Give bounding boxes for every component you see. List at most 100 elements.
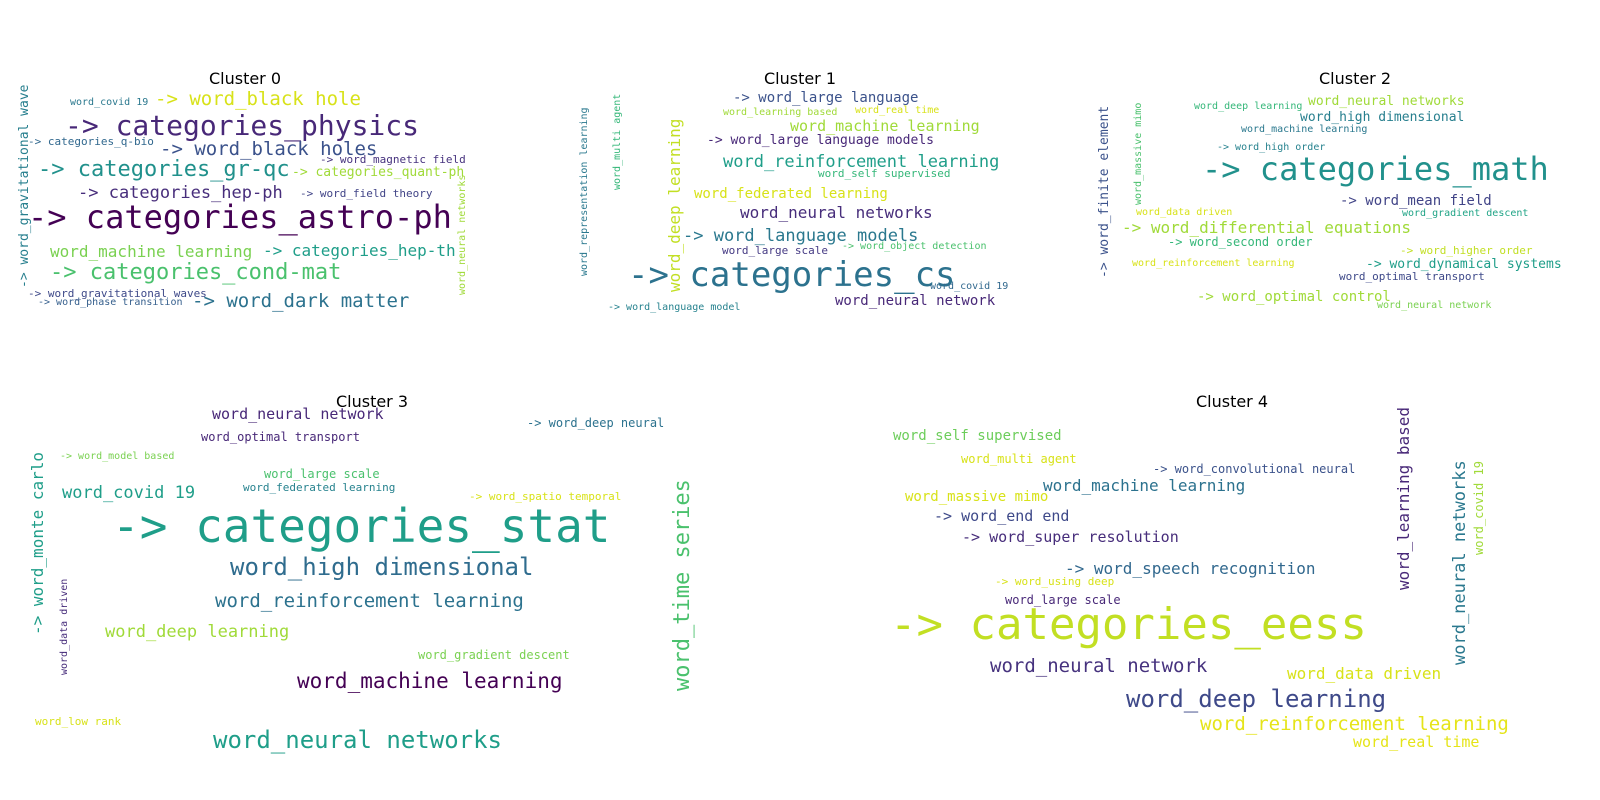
word-cloud-term: -> categories_stat (112, 499, 611, 553)
word-cloud-term: -> word_dark matter (192, 290, 410, 312)
word-cloud-term: word_neural networks (213, 726, 502, 754)
word-cloud-term: word_learning based (1394, 406, 1413, 590)
word-cloud-term: word_self supervised (893, 428, 1062, 444)
word-cloud-term: word_deep learning (665, 118, 684, 292)
word-cloud-term: word_data driven (1136, 207, 1233, 218)
cluster-panel-3: Cluster 3 word_neural network word_optima… (0, 385, 760, 785)
word-cloud-term: -> word_model based (60, 451, 175, 462)
word-cloud-term: word_low rank (35, 715, 122, 728)
word-cloud-term: word_massive mimo (905, 489, 1049, 505)
word-cloud-term: word_covid 19 (70, 97, 149, 108)
word-cloud-term: word_learning based (723, 107, 838, 118)
word-cloud-term: -> categories_math (1202, 150, 1549, 188)
word-cloud: -> word_large language word_learning base… (560, 60, 1060, 320)
word-cloud-term: word_real time (1353, 733, 1480, 751)
word-cloud-term: -> word_black holes (160, 138, 378, 160)
word-cloud-term: word_federated learning (694, 186, 888, 202)
word-cloud-term: -> word_using deep (995, 575, 1115, 588)
word-cloud-term: word_machine learning (1043, 476, 1246, 495)
word-cloud-term: -> word_large language models (707, 133, 934, 148)
word-cloud-term: word_large scale (264, 467, 380, 481)
word-cloud-term: -> word_black hole (155, 88, 361, 110)
cluster-title: Cluster 0 (208, 69, 282, 88)
word-cloud-term: word_reinforcement learning (215, 590, 524, 612)
word-cloud-term: word_data driven (59, 578, 70, 675)
word-cloud-term: word_deep learning (1194, 101, 1303, 112)
word-cloud-term: -> categories_astro-ph (28, 198, 452, 236)
word-cloud-term: word_multi agent (612, 93, 623, 190)
word-cloud-term: -> word_dynamical systems (1366, 257, 1562, 272)
word-cloud-term: word_neural networks (457, 174, 468, 295)
cluster-panel-4: Cluster 4 word_self supervised word_multi… (840, 385, 1600, 785)
word-cloud-term: word_neural networks (740, 203, 933, 222)
word-cloud-term: word_representation learning (579, 107, 590, 276)
word-cloud-term: word_gradient descent (418, 648, 570, 662)
word-cloud-term: -> word_higher order (1400, 244, 1533, 257)
word-cloud-term: word_high dimensional (230, 553, 534, 581)
word-cloud: word_neural network word_optimal transpor… (0, 385, 760, 785)
word-cloud-term: word_time series (670, 479, 695, 691)
word-cloud-term: -> word_magnetic field (320, 153, 466, 166)
word-cloud-term: word_covid 19 (930, 281, 1009, 292)
word-cloud-term: -> categories_quant-ph (292, 165, 465, 180)
word-cloud-term: word_large scale (1005, 593, 1121, 607)
word-cloud-term: -> word_deep neural (527, 416, 665, 430)
word-cloud-term: word_reinforcement learning (723, 152, 1000, 172)
word-cloud-term: -> word_convolutional neural (1153, 462, 1356, 476)
word-cloud-term: word_covid 19 (62, 483, 196, 503)
cluster-title: Cluster 2 (1318, 69, 1392, 88)
word-cloud-term: word_deep learning (105, 622, 290, 642)
word-cloud-term: word_deep learning (1126, 685, 1387, 713)
word-cloud-term: -> categories_gr-qc (38, 157, 290, 182)
word-cloud-term: word_self supervised (818, 167, 951, 180)
word-cloud-term: word_neural network (835, 293, 996, 309)
word-cloud-term: -> word_second order (1168, 235, 1313, 249)
word-cloud-term: word_machine learning (790, 117, 980, 135)
word-cloud: word_covid 19 -> word_black hole -> catego… (0, 60, 500, 320)
word-cloud-term: -> word_language model (608, 302, 741, 313)
cluster-title: Cluster 1 (763, 69, 837, 88)
word-cloud: word_deep learning word_neural networks wo… (1097, 60, 1600, 320)
word-cloud: word_self supervised word_multi agent -> w… (840, 385, 1600, 785)
word-cloud-term: word_massive mimo (1133, 102, 1144, 205)
word-cloud-term: -> word_mean field (1340, 193, 1492, 209)
cluster-title: Cluster 4 (1195, 392, 1269, 411)
word-cloud-term: word_machine learning (50, 242, 253, 261)
word-cloud-term: word_federated learning (243, 481, 396, 494)
cluster-panel-2: Cluster 2 word_deep learning word_neural … (1097, 60, 1600, 320)
cluster-panel-0: Cluster 0 word_covid 19 -> word_black hol… (0, 60, 500, 320)
word-cloud-term: -> word_language models (683, 226, 919, 246)
word-cloud-term: word_machine learning (297, 669, 563, 693)
word-cloud-term: word_machine learning (1241, 124, 1368, 135)
word-cloud-term: -> categories_q-bio (28, 135, 154, 148)
word-cloud-term: -> word_gravitational wave (17, 84, 32, 289)
word-cloud-term: -> word_differential equations (1122, 218, 1411, 237)
word-cloud-term: word_neural networks (1308, 94, 1465, 109)
word-cloud-term: -> word_phase transition (38, 297, 183, 308)
word-cloud-term: word_reinforcement learning (1200, 713, 1509, 735)
word-cloud-term: -> word_high order (1217, 142, 1326, 153)
cluster-panel-1: Cluster 1 -> word_large language word_lea… (560, 60, 1060, 320)
word-cloud-term: word_multi agent (961, 452, 1077, 466)
word-cloud-term: -> word_field theory (300, 187, 433, 200)
word-cloud-term: -> word_finite element (1097, 105, 1112, 278)
word-cloud-term: -> word_super resolution (962, 528, 1179, 546)
word-cloud-term: -> word_object detection (842, 241, 987, 252)
word-cloud-term: -> categories_cs (628, 255, 956, 295)
word-cloud-term: word_covid 19 (1472, 461, 1486, 555)
word-cloud-term: word_real time (855, 105, 940, 116)
word-cloud-term: word_optimal transport (1339, 270, 1485, 283)
word-cloud-term: -> categories_hep-ph (78, 183, 283, 203)
word-cloud-term: word_high dimensional (1300, 110, 1465, 125)
word-cloud-term: word_reinforcement learning (1132, 258, 1295, 269)
word-cloud-term: -> word_speech recognition (1065, 559, 1316, 578)
word-cloud-term: word_data driven (1287, 664, 1442, 683)
word-cloud-term: word_neural network (212, 405, 384, 423)
word-cloud-term: -> word_large language (733, 90, 919, 106)
word-cloud-term: word_gradient descent (1402, 208, 1529, 219)
word-cloud-term: -> categories_cond-mat (50, 260, 342, 285)
cluster-title: Cluster 3 (335, 392, 409, 411)
word-cloud-term: word_neural network (990, 655, 1208, 677)
word-cloud-term: -> word_gravitational waves (28, 287, 207, 300)
word-cloud-term: word_optimal transport (201, 430, 360, 444)
